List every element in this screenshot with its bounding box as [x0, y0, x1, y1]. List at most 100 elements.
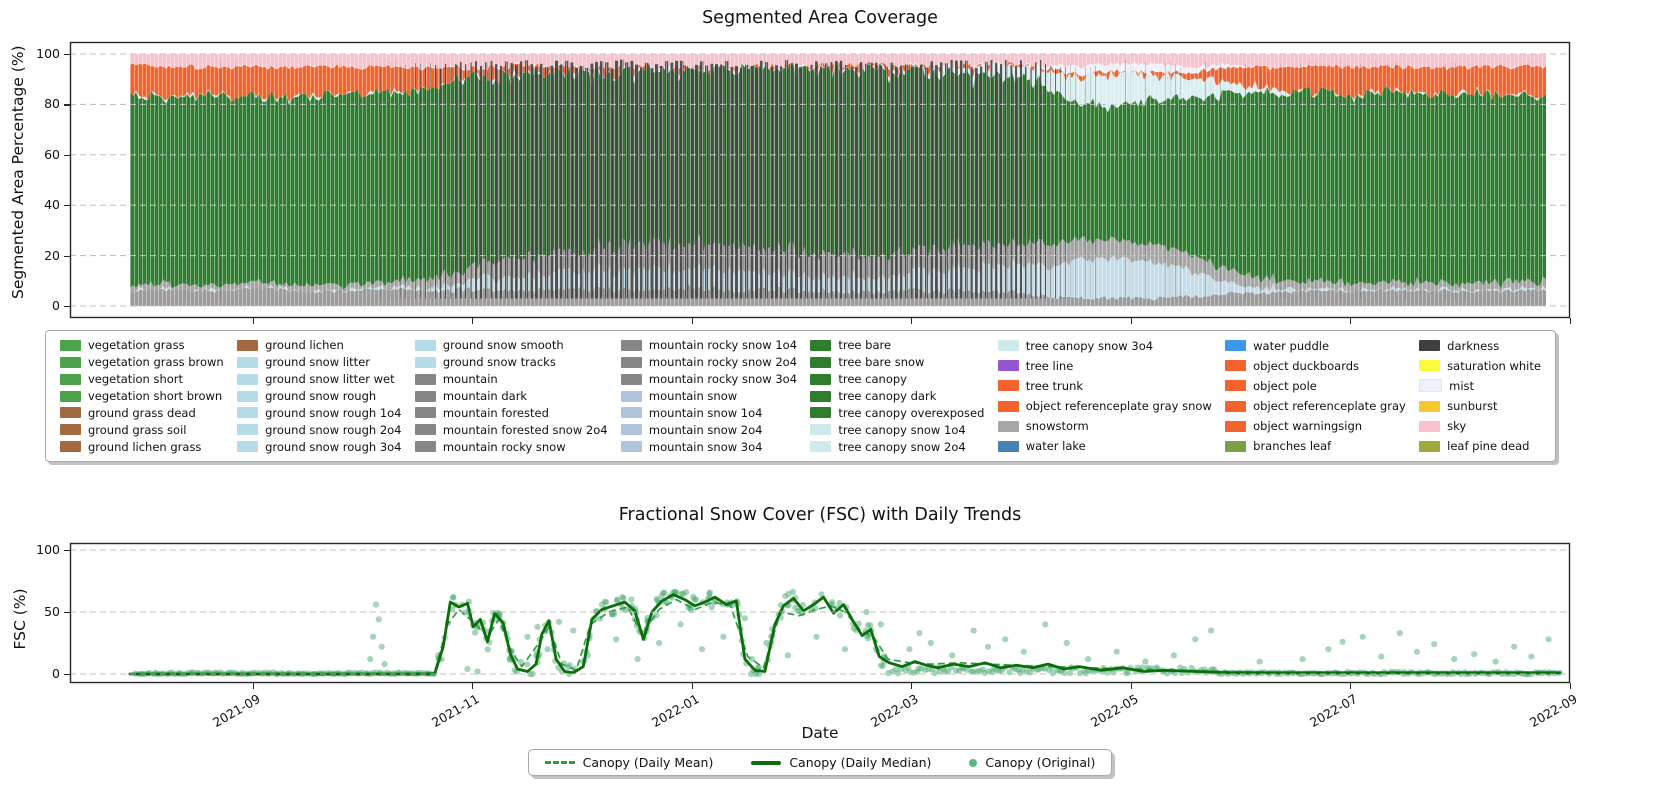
darkness-stripe — [860, 62, 863, 299]
darkness-stripe — [660, 66, 664, 299]
darkness-stripe — [1060, 66, 1061, 299]
bottom-chart-ylabel: FSC (%) — [11, 588, 29, 650]
scatter-point — [678, 590, 686, 597]
scatter-point — [1124, 669, 1132, 676]
scatter-point — [517, 658, 524, 666]
legend-label: sky — [1447, 419, 1467, 434]
darkness-stripe — [530, 64, 534, 299]
legend-item: tree line — [997, 357, 1212, 374]
darkness-stripe — [465, 64, 467, 299]
darkness-stripe — [715, 64, 719, 299]
legend-swatch — [810, 407, 832, 419]
darkness-stripe — [765, 62, 768, 299]
scatter-point — [763, 639, 770, 647]
legend-label: tree bare snow — [838, 355, 925, 370]
legend-item: ground lichen grass — [60, 438, 224, 455]
darkness-stripe — [785, 60, 789, 299]
legend-label: ground snow smooth — [442, 338, 564, 353]
y-tick-label: 80 — [44, 96, 60, 112]
legend-item: ground snow rough 1o4 — [237, 404, 402, 421]
legend-item: mountain rocky snow 1o4 — [620, 337, 797, 354]
darkness-stripe — [460, 61, 462, 299]
legend-swatch — [237, 441, 259, 453]
legend-label: object referenceplate gray snow — [1025, 399, 1212, 414]
y-tick-label: 60 — [44, 146, 60, 162]
legend-label: ground snow rough 2o4 — [265, 422, 402, 437]
scatter-point — [813, 633, 820, 640]
x-tick-label: 2022-09 — [1452, 691, 1580, 730]
legend-swatch — [414, 339, 436, 351]
legend-item: mountain snow 3o4 — [620, 438, 797, 455]
scatter-point — [1066, 670, 1073, 677]
darkness-stripe — [880, 65, 883, 299]
darkness-stripe — [970, 67, 973, 299]
darkness-stripe — [655, 64, 659, 299]
scatter-point — [370, 633, 377, 640]
fsc-legend-label: Canopy (Daily Median) — [789, 755, 932, 770]
darkness-stripe — [605, 62, 609, 299]
scatter-point — [984, 643, 992, 650]
darkness-stripe — [795, 63, 799, 299]
legend-label: ground snow litter wet — [265, 372, 395, 387]
scatter-point — [1192, 636, 1199, 643]
scatter-point — [660, 589, 667, 596]
x-tick — [472, 318, 474, 324]
darkness-stripe — [800, 68, 803, 299]
darkness-stripe — [635, 64, 639, 299]
legend-label: mountain — [442, 372, 498, 387]
legend-swatch — [60, 356, 81, 368]
darkness-stripe — [545, 67, 549, 299]
legend-swatch — [1419, 379, 1443, 393]
darkness-stripe — [895, 66, 898, 299]
darkness-stripe — [1015, 66, 1018, 299]
legend-swatch — [997, 360, 1019, 372]
legend-swatch — [1419, 440, 1441, 452]
darkness-stripe — [850, 67, 853, 299]
legend-label: tree canopy snow 3o4 — [1025, 338, 1154, 353]
area-series-snowstorm — [130, 234, 1546, 294]
scatter-point — [450, 594, 457, 601]
darkness-stripe — [480, 66, 483, 299]
darkness-stripe — [640, 67, 644, 299]
legend-label: mist — [1449, 378, 1475, 393]
scatter-point — [1511, 643, 1518, 650]
x-tick — [1570, 318, 1572, 324]
scatter-point — [916, 630, 923, 637]
scatter-point — [381, 661, 388, 668]
legend-item: water puddle — [1225, 337, 1406, 354]
darkness-stripe — [935, 65, 938, 299]
scatter-point — [841, 646, 849, 653]
x-tick — [911, 318, 913, 324]
legend-swatch — [620, 407, 642, 419]
scatter-point — [741, 615, 749, 622]
fsc-legend-item: Canopy (Daily Mean) — [544, 755, 713, 770]
darkness-stripe — [1005, 60, 1008, 299]
legend-swatch — [997, 420, 1019, 432]
legend-label: object pole — [1253, 378, 1317, 393]
darkness-stripe — [805, 66, 808, 299]
scatter-point — [1085, 656, 1092, 663]
darkness-stripe — [550, 65, 554, 299]
darkness-stripe — [735, 66, 739, 299]
x-tick — [1350, 318, 1352, 324]
legend-label: mountain snow 1o4 — [648, 405, 763, 420]
scatter-point — [544, 646, 551, 653]
legend-item: mountain rocky snow — [414, 438, 608, 455]
darkness-stripe — [685, 66, 689, 299]
x-tick — [1350, 683, 1352, 689]
legend-item: object referenceplate gray snow — [997, 398, 1212, 415]
legend-column: darkness saturation white mist sunburst sky l… — [1419, 337, 1541, 455]
area-series-tree-canopy — [130, 62, 1546, 290]
darkness-stripe — [740, 67, 744, 299]
legend-item: mountain snow 1o4 — [620, 404, 797, 421]
legend-swatch — [620, 356, 642, 368]
legend-item: vegetation grass brown — [60, 354, 224, 371]
legend-swatch — [997, 340, 1019, 351]
scatter-point — [784, 652, 791, 659]
legend-item: tree bare — [810, 337, 984, 354]
x-tick — [692, 318, 694, 324]
darkness-stripe — [1030, 67, 1032, 299]
darkness-stripe — [790, 64, 793, 299]
legend-label: branches leaf — [1253, 439, 1332, 454]
legend-swatch — [1225, 440, 1247, 452]
